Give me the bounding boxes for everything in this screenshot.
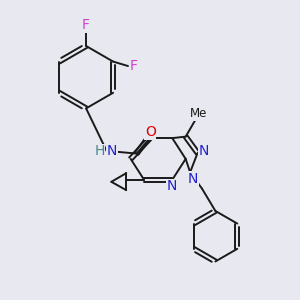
- Text: N: N: [188, 172, 198, 186]
- Text: F: F: [130, 59, 138, 73]
- Text: O: O: [145, 125, 156, 139]
- Text: N: N: [199, 145, 209, 158]
- Text: N: N: [167, 179, 178, 193]
- Text: Me: Me: [190, 107, 207, 120]
- Text: F: F: [82, 18, 90, 32]
- Text: N: N: [107, 145, 117, 158]
- Text: H: H: [94, 145, 105, 158]
